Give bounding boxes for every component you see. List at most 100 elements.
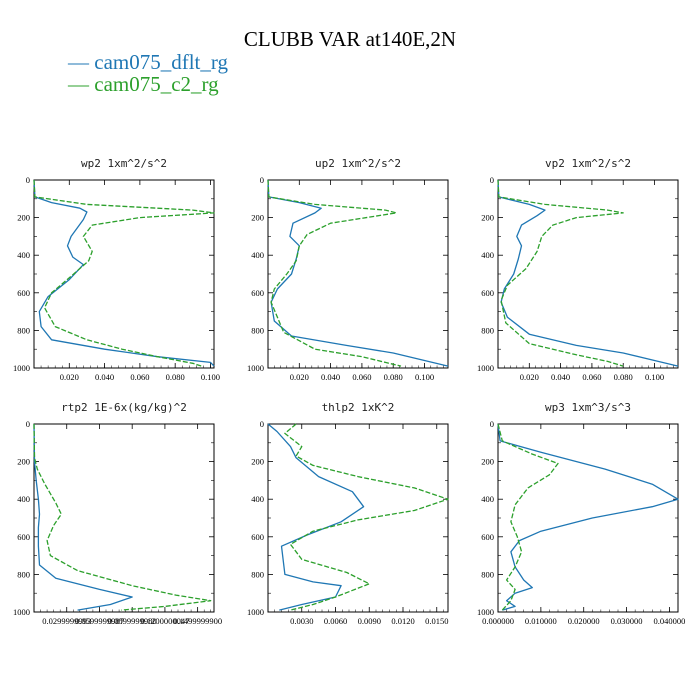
y-tick-label: 200 xyxy=(481,457,494,467)
series-line-cam075_dflt_rg xyxy=(267,179,449,367)
y-tick-label: 1000 xyxy=(13,607,30,617)
x-tick-label: 0.1200000047 xyxy=(140,616,189,626)
series-line-cam075_c2_rg xyxy=(497,179,624,367)
y-tick-label: 1000 xyxy=(247,607,264,617)
y-tick-label: 400 xyxy=(251,250,264,260)
series-line-cam075_c2_rg xyxy=(284,423,449,611)
panel-3: vp2 1xm^2/s^2 0 200 400 600 800 1000 0.020 0.040… xyxy=(477,157,679,382)
x-tick-label: 0.0120 xyxy=(391,616,414,626)
panel-2: up2 1xm^2/s^2 0 200 400 600 800 1000 0.020 0.040… xyxy=(247,157,449,382)
y-tick-label: 600 xyxy=(251,532,264,542)
x-tick-label: 0.060 xyxy=(130,372,149,382)
x-tick-label: 0.020 xyxy=(60,372,79,382)
x-tick-label: 0.040 xyxy=(95,372,114,382)
y-tick-label: 800 xyxy=(481,569,494,579)
y-tick-label: 400 xyxy=(17,494,30,504)
y-tick-label: 600 xyxy=(481,532,494,542)
series-line-cam075_dflt_rg xyxy=(33,423,133,611)
y-tick-label: 400 xyxy=(481,494,494,504)
series-line-cam075_dflt_rg xyxy=(497,179,679,367)
y-tick-label: 0 xyxy=(260,419,264,429)
y-tick-label: 800 xyxy=(251,569,264,579)
y-tick-label: 400 xyxy=(481,250,494,260)
y-tick-label: 800 xyxy=(17,569,30,579)
x-tick-label: 0.100 xyxy=(415,372,434,382)
x-tick-label: 0.080 xyxy=(384,372,403,382)
y-tick-label: 1000 xyxy=(247,363,264,373)
figure-title: CLUBB VAR at140E,2N xyxy=(243,27,457,51)
x-tick-label: 0.040000 xyxy=(653,616,685,626)
y-tick-label: 800 xyxy=(481,325,494,335)
y-tick-label: 800 xyxy=(17,325,30,335)
x-tick-label: 0.100 xyxy=(645,372,664,382)
x-tick-label: 0.020000 xyxy=(568,616,600,626)
series-line-cam075_c2_rg xyxy=(497,423,559,611)
y-tick-label: 200 xyxy=(251,213,264,223)
y-tick-label: 200 xyxy=(17,213,30,223)
legend-swatch: — xyxy=(68,72,95,96)
legend-label: cam075_c2_rg xyxy=(94,72,219,96)
series-line-cam075_dflt_rg xyxy=(267,423,365,611)
panel-title: wp3 1xm^3/s^3 xyxy=(545,401,631,414)
panel-5: thlp2 1xK^2 0 200 400 600 800 1000 0.0030 0.0060… xyxy=(247,401,449,626)
series-line-cam075_dflt_rg xyxy=(497,423,679,611)
x-tick-label: 0.0090 xyxy=(358,616,381,626)
y-tick-label: 600 xyxy=(17,288,30,298)
y-tick-label: 0 xyxy=(490,175,494,185)
x-tick-label: 0.100 xyxy=(201,372,220,382)
x-tick-label: 0.060 xyxy=(352,372,371,382)
y-tick-label: 1000 xyxy=(477,607,494,617)
series-line-cam075_c2_rg xyxy=(33,423,212,611)
plot-frame xyxy=(33,179,215,369)
panel-title: rtp2 1E-6x(kg/kg)^2 xyxy=(61,401,187,414)
series-line-cam075_c2_rg xyxy=(267,179,402,367)
y-tick-label: 800 xyxy=(251,325,264,335)
legend-label: cam075_dflt_rg xyxy=(94,50,229,74)
plot-frame xyxy=(497,423,679,613)
y-tick-label: 200 xyxy=(251,457,264,467)
x-tick-label: 0.020 xyxy=(290,372,309,382)
y-tick-label: 200 xyxy=(481,213,494,223)
x-tick-label: 0.000000 xyxy=(482,616,514,626)
legend-swatch: — xyxy=(68,50,95,74)
y-tick-label: 0 xyxy=(26,175,30,185)
y-tick-label: 400 xyxy=(17,250,30,260)
x-tick-label: 0.010000 xyxy=(525,616,557,626)
y-tick-label: 1000 xyxy=(477,363,494,373)
x-tick-label: 0.080 xyxy=(614,372,633,382)
y-tick-label: 0 xyxy=(260,175,264,185)
panel-title: vp2 1xm^2/s^2 xyxy=(545,157,631,170)
panel-title: wp2 1xm^2/s^2 xyxy=(81,157,167,170)
y-tick-label: 200 xyxy=(17,457,30,467)
x-tick-label: 0.020 xyxy=(520,372,539,382)
y-tick-label: 600 xyxy=(481,288,494,298)
legend-entry-c2: — cam075_c2_rg xyxy=(68,73,219,95)
y-tick-label: 1000 xyxy=(13,363,30,373)
x-tick-label: 0.0599999987 xyxy=(75,616,124,626)
panel-4: rtp2 1E-6x(kg/kg)^2 0 200 400 600 800 1000 0.02… xyxy=(13,401,222,626)
x-tick-label: 0.060 xyxy=(582,372,601,382)
panel-1: wp2 1xm^2/s^2 0 200 400 600 800 1000 0.020 0.040… xyxy=(13,157,220,382)
plot-frame xyxy=(267,423,449,613)
x-tick-label: 0.0299999993 xyxy=(42,616,91,626)
series-line-cam075_dflt_rg xyxy=(33,179,215,367)
y-tick-label: 400 xyxy=(251,494,264,504)
x-tick-label: 0.040 xyxy=(321,372,340,382)
legend-entry-dflt: — cam075_dflt_rg xyxy=(68,51,228,73)
x-tick-label: 0.0899999980 xyxy=(108,616,157,626)
x-tick-label: 0.1499999900 xyxy=(173,616,222,626)
x-tick-label: 0.040 xyxy=(551,372,570,382)
x-tick-label: 0.0150 xyxy=(425,616,448,626)
x-tick-label: 0.0060 xyxy=(324,616,347,626)
panel-6: wp3 1xm^3/s^3 0 200 400 600 800 10000.000000 0.… xyxy=(477,401,685,626)
y-tick-label: 0 xyxy=(490,419,494,429)
panel-title: up2 1xm^2/s^2 xyxy=(315,157,401,170)
y-tick-label: 600 xyxy=(251,288,264,298)
y-tick-label: 0 xyxy=(26,419,30,429)
series-line-cam075_c2_rg xyxy=(33,179,215,367)
panel-title: thlp2 1xK^2 xyxy=(322,401,395,414)
x-tick-label: 0.080 xyxy=(166,372,185,382)
x-tick-label: 0.0030 xyxy=(290,616,313,626)
x-tick-label: 0.030000 xyxy=(611,616,643,626)
